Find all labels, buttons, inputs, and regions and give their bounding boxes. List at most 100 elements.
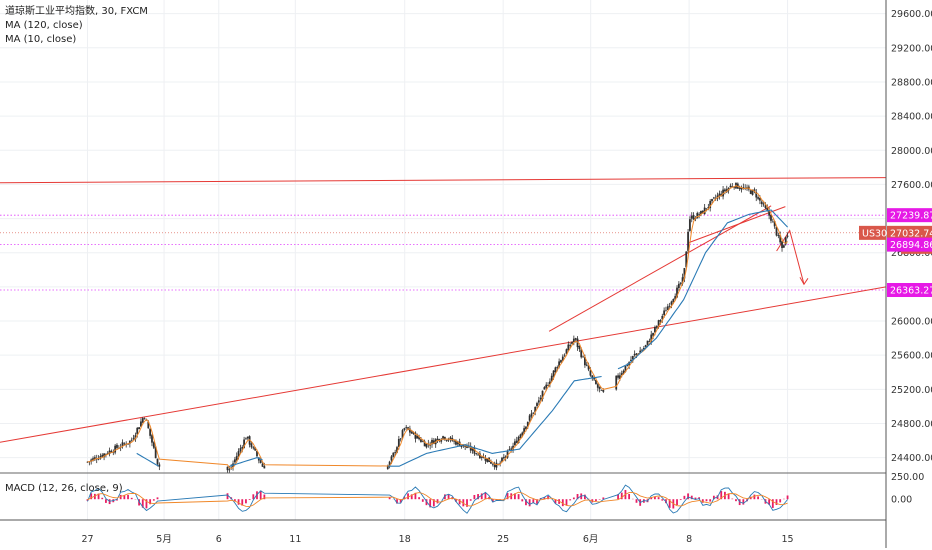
candle-body xyxy=(677,283,680,288)
macd-hist-bar xyxy=(521,499,524,502)
candle-body xyxy=(786,235,789,237)
time-tick-label: 6月 xyxy=(583,534,599,545)
candle-body xyxy=(718,193,721,197)
candle-body xyxy=(156,458,159,465)
macd-hist-bar xyxy=(650,497,653,500)
candle-body xyxy=(770,214,772,221)
candle-body xyxy=(598,386,601,390)
macd-hist-bar xyxy=(466,499,468,507)
macd-hist-bar xyxy=(86,499,89,501)
candle-body xyxy=(556,367,559,368)
macd-hist-bar xyxy=(241,499,244,506)
candle-body xyxy=(679,282,682,284)
candle-body xyxy=(495,462,498,468)
time-tick-label: 15 xyxy=(782,534,794,545)
candle-body xyxy=(773,221,776,227)
candle-body xyxy=(591,375,594,378)
macd-hist-bar xyxy=(536,499,538,504)
candle-body xyxy=(712,197,715,199)
macd-hist-bar xyxy=(130,497,133,500)
candle-body xyxy=(158,464,161,467)
candle-body xyxy=(720,193,723,196)
macd-hist-bar xyxy=(480,493,483,500)
candle-body xyxy=(705,208,708,210)
candle-body xyxy=(585,364,588,366)
macd-hist-bar xyxy=(491,499,494,503)
candle-body xyxy=(687,231,689,251)
candle-body xyxy=(390,456,393,461)
macd-hist-bar xyxy=(237,499,240,505)
candle-body xyxy=(711,198,713,202)
candle-body xyxy=(108,450,111,454)
candle-body xyxy=(624,366,627,372)
candle-body xyxy=(781,241,783,248)
candle-body xyxy=(683,268,686,279)
macd-hist-bar xyxy=(628,493,631,500)
candle-body xyxy=(432,440,435,444)
candle-body xyxy=(666,306,669,310)
macd-hist-bar xyxy=(141,499,144,508)
macd-hist-bar xyxy=(97,493,100,500)
candle-body xyxy=(479,453,481,459)
candle-body xyxy=(766,207,769,211)
candle-body xyxy=(154,446,157,459)
macd-hist-bar xyxy=(709,499,712,502)
macd-hist-bar xyxy=(421,499,424,502)
macd-hist-bar xyxy=(90,493,93,500)
candle-body xyxy=(508,449,511,450)
macd-hist-bar xyxy=(572,497,575,500)
macd-hist-bar xyxy=(786,495,789,500)
macd-hist-bar xyxy=(690,495,693,500)
level-tag-3-bg xyxy=(887,283,932,298)
candle-body xyxy=(532,412,535,414)
candle-body xyxy=(672,298,675,303)
macd-hist-bar xyxy=(561,499,564,507)
macd-hist-bar xyxy=(543,497,546,500)
candle-body xyxy=(257,457,260,461)
macd-hist-bar xyxy=(595,499,597,502)
macd-hist-bar xyxy=(245,499,247,504)
time-tick-label: 11 xyxy=(289,534,301,545)
trendlines[interactable] xyxy=(0,177,886,443)
candle-body xyxy=(151,435,153,443)
macd-hist-bar xyxy=(388,497,391,500)
candle-body xyxy=(490,461,492,464)
candle-body xyxy=(403,428,406,430)
candle-body xyxy=(93,457,96,460)
candle-body xyxy=(456,441,459,445)
chart-legend[interactable]: 道琼斯工业平均指数, 30, FXCM MA (120, close) MA (… xyxy=(5,5,148,47)
candle-body xyxy=(762,203,765,205)
trendline xyxy=(548,205,772,332)
candle-body xyxy=(256,451,258,457)
candle-body xyxy=(418,436,421,440)
candle-body xyxy=(410,431,413,434)
price-tick-label: 27600.00 xyxy=(891,180,932,191)
grid-lines xyxy=(0,0,886,520)
time-scale[interactable]: 27 5月 6 11 18 25 6月 8 15 xyxy=(81,534,793,545)
candle-body xyxy=(674,296,677,300)
candle-body xyxy=(421,441,424,443)
candle-body xyxy=(584,357,586,366)
macd-hist-bar xyxy=(654,496,656,500)
candle-body xyxy=(501,457,503,462)
macd-hist-bar xyxy=(484,492,487,500)
candle-body xyxy=(685,251,688,268)
candle-body xyxy=(138,427,140,430)
macd-hist-bar xyxy=(455,499,457,502)
symbol-tag-label: US30 xyxy=(862,228,887,239)
axes xyxy=(0,0,887,548)
macd-hist-bar xyxy=(617,494,619,500)
candle-body xyxy=(140,421,142,427)
candle-body xyxy=(106,452,109,454)
candle-body xyxy=(760,201,763,205)
time-tick-label: 8 xyxy=(686,534,692,545)
candle-body xyxy=(650,334,653,342)
macd-hist-bar xyxy=(701,499,704,503)
candle-body xyxy=(254,447,257,451)
candle-body xyxy=(742,187,745,189)
price-scale[interactable]: 24400.00 24800.00 25200.00 25600.00 26000.00… xyxy=(891,9,932,506)
candle-body xyxy=(110,451,113,453)
candle-body xyxy=(633,353,636,356)
candle-body xyxy=(565,349,568,354)
